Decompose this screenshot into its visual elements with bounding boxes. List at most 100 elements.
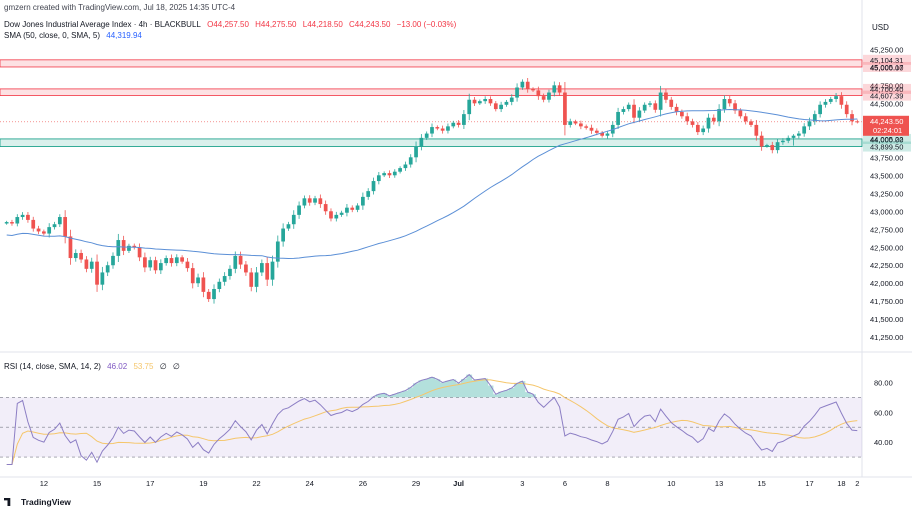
- sma-value: 44,319.94: [106, 31, 142, 40]
- candle: [701, 125, 706, 136]
- candle-body: [653, 103, 658, 110]
- candle: [137, 243, 142, 262]
- candle: [664, 89, 668, 104]
- rsi-extra-1: ∅: [159, 362, 167, 371]
- candle: [387, 170, 392, 179]
- candle: [844, 101, 849, 118]
- legend-low: L44,218.50: [302, 20, 343, 29]
- candle: [238, 251, 243, 269]
- candle-body: [807, 121, 812, 127]
- candle: [435, 125, 440, 131]
- candle: [462, 109, 466, 130]
- candle: [775, 138, 780, 154]
- candle: [674, 103, 679, 116]
- candle-body: [403, 164, 408, 169]
- candle-body: [499, 104, 503, 110]
- candle: [265, 256, 270, 287]
- candle-body: [536, 90, 541, 97]
- candle-body: [265, 263, 270, 280]
- time-axis: 12 15 17 19 22 24 26 29 Jul 3 6 8 10 13 15 17 18 2: [40, 479, 860, 488]
- candle: [291, 210, 296, 229]
- candle: [79, 249, 83, 263]
- candle-body: [515, 87, 519, 98]
- candle: [307, 195, 312, 206]
- candle: [557, 82, 562, 96]
- time-tick-label: 6: [563, 479, 567, 488]
- candle-body: [796, 133, 801, 136]
- candle-body: [759, 135, 764, 147]
- candle-body: [509, 97, 514, 102]
- candle-body: [233, 255, 238, 269]
- candle: [579, 120, 583, 130]
- candle: [57, 214, 62, 228]
- price-tick-label: 42,250.00: [870, 261, 903, 270]
- candle-body: [637, 110, 642, 118]
- price-tick-label: 41,250.00: [870, 333, 903, 342]
- candle-body: [823, 101, 828, 105]
- price-tick-label: 41,750.00: [870, 297, 903, 306]
- candle-body: [685, 116, 690, 122]
- candle: [190, 262, 195, 289]
- candle-body: [222, 276, 227, 282]
- candle-body: [738, 110, 743, 117]
- candle-body: [786, 137, 791, 141]
- candle-body: [531, 88, 535, 91]
- time-tick-label: 3: [520, 479, 524, 488]
- candle: [515, 83, 519, 102]
- time-tick-label: 8: [605, 479, 609, 488]
- candle-body: [818, 104, 822, 115]
- candle: [302, 195, 307, 209]
- candle-body: [345, 207, 349, 213]
- candle: [605, 130, 610, 139]
- candle: [536, 86, 541, 100]
- candle-body: [664, 92, 668, 100]
- tradingview-logo: TradingView: [4, 497, 71, 507]
- candle-body: [89, 261, 94, 269]
- candles: [4, 77, 860, 304]
- candle: [376, 171, 381, 185]
- price-tick-label: 45,250.00: [870, 45, 903, 54]
- candle-body: [95, 261, 99, 285]
- candle-body: [504, 101, 509, 105]
- candle: [42, 229, 46, 236]
- price-tick-label: 44,000.00: [870, 135, 903, 144]
- legend-open: O44,257.50: [207, 20, 249, 29]
- candle-body: [361, 196, 365, 206]
- candle-body: [350, 207, 355, 210]
- candle: [26, 212, 30, 223]
- candle: [217, 278, 222, 293]
- candle: [818, 101, 822, 118]
- candle: [52, 221, 57, 230]
- legend-symbol: Dow Jones Industrial Average Index · 4h …: [4, 20, 201, 29]
- candle-body: [387, 173, 392, 176]
- candle: [244, 261, 248, 276]
- zone-label-bg: [863, 90, 911, 101]
- candle: [802, 123, 807, 137]
- time-tick-label: 18: [837, 479, 845, 488]
- candle: [600, 130, 604, 138]
- candle-body: [169, 258, 174, 264]
- zone-low-label: 45,005.17: [870, 63, 903, 72]
- candle: [196, 273, 200, 288]
- candle: [164, 255, 169, 266]
- candle: [371, 177, 376, 195]
- price-legend: Dow Jones Industrial Average Index · 4h …: [4, 20, 460, 29]
- candle-body: [376, 175, 381, 182]
- candle-body: [781, 140, 785, 143]
- candle-body: [467, 99, 472, 115]
- candle-body: [525, 81, 530, 89]
- candle: [446, 123, 450, 134]
- candle: [398, 166, 402, 174]
- candle: [185, 258, 190, 272]
- candle-body: [408, 157, 413, 165]
- candle: [419, 134, 424, 151]
- candle-body: [26, 214, 30, 220]
- candle: [100, 266, 105, 291]
- candle: [68, 229, 73, 265]
- candle-body: [552, 85, 557, 93]
- candle: [132, 243, 137, 250]
- candle: [456, 120, 461, 128]
- candle: [781, 138, 785, 145]
- zone-high-label: 44,700.40: [870, 85, 903, 94]
